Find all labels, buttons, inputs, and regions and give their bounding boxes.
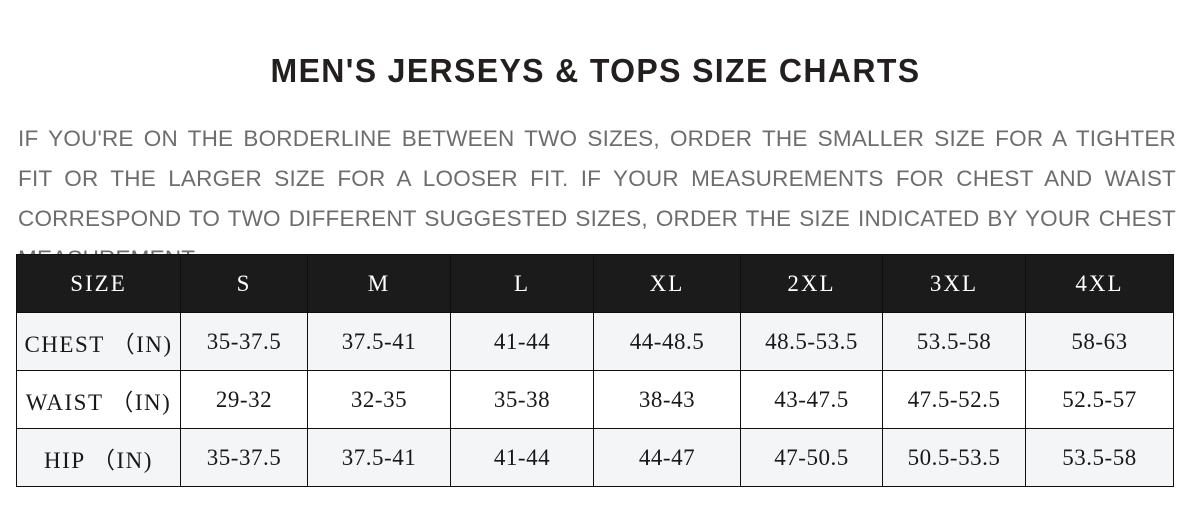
size-table-container: SIZE S M L XL 2XL 3XL 4XL CHEST （IN) 35-… [16,254,1174,487]
column-header-size: SIZE [16,254,181,313]
row-label-waist: WAIST （IN) [16,370,181,429]
cell-hip-s: 35-37.5 [180,428,308,487]
cell-waist-l: 35-38 [450,370,594,429]
cell-waist-3xl: 47.5-52.5 [882,370,1026,429]
column-header-4xl: 4XL [1025,254,1174,313]
cell-waist-m: 32-35 [307,370,451,429]
column-header-2xl: 2XL [740,254,883,313]
column-header-s: S [180,254,308,313]
cell-chest-4xl: 58-63 [1025,312,1174,371]
cell-chest-l: 41-44 [450,312,594,371]
cell-chest-2xl: 48.5-53.5 [740,312,883,371]
column-header-xl: XL [593,254,741,313]
column-header-m: M [307,254,451,313]
intro-paragraph: IF YOU'RE ON THE BORDERLINE BETWEEN TWO … [18,125,1176,271]
cell-hip-xl: 44-47 [593,428,741,487]
table-body: CHEST （IN) 35-37.5 37.5-41 41-44 44-48.5… [16,312,1174,487]
cell-waist-s: 29-32 [180,370,308,429]
table-row: HIP （IN) 35-37.5 37.5-41 41-44 44-47 47-… [16,428,1174,487]
cell-chest-3xl: 53.5-58 [882,312,1026,371]
cell-chest-s: 35-37.5 [180,312,308,371]
cell-chest-m: 37.5-41 [307,312,451,371]
table-header-row: SIZE S M L XL 2XL 3XL 4XL [16,254,1174,313]
cell-hip-2xl: 47-50.5 [740,428,883,487]
cell-waist-2xl: 43-47.5 [740,370,883,429]
table-header: SIZE S M L XL 2XL 3XL 4XL [16,254,1174,313]
size-chart-table: SIZE S M L XL 2XL 3XL 4XL CHEST （IN) 35-… [16,254,1174,487]
page-title: MEN'S JERSEYS & TOPS SIZE CHARTS [270,52,921,90]
cell-hip-l: 41-44 [450,428,594,487]
cell-hip-3xl: 50.5-53.5 [882,428,1026,487]
table-row: CHEST （IN) 35-37.5 37.5-41 41-44 44-48.5… [16,312,1174,371]
cell-hip-4xl: 53.5-58 [1025,428,1174,487]
cell-waist-xl: 38-43 [593,370,741,429]
row-label-hip: HIP （IN) [16,428,181,487]
row-label-chest: CHEST （IN) [16,312,181,371]
cell-chest-xl: 44-48.5 [593,312,741,371]
cell-waist-4xl: 52.5-57 [1025,370,1174,429]
column-header-3xl: 3XL [882,254,1026,313]
cell-hip-m: 37.5-41 [307,428,451,487]
column-header-l: L [450,254,594,313]
table-row: WAIST （IN) 29-32 32-35 35-38 38-43 43-47… [16,370,1174,429]
